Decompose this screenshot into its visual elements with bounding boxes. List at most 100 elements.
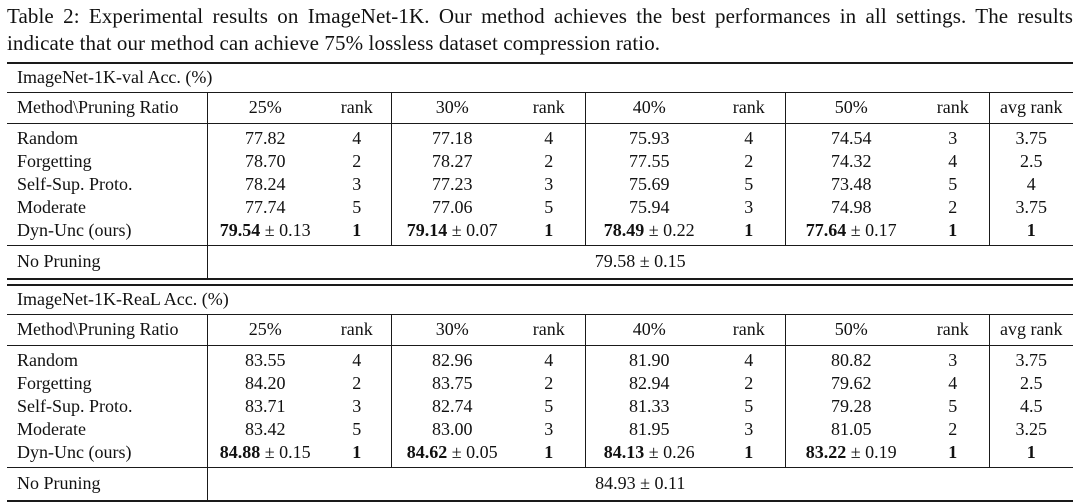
rank-cell: 1 — [352, 441, 362, 462]
accuracy-cell: 74.54 — [784, 123, 917, 150]
avg-rank-cell: 2.5 — [988, 371, 1073, 395]
rank-cell: 2 — [352, 150, 362, 171]
column-header-rank: rank — [732, 318, 765, 339]
rank-cell: 1 — [744, 219, 754, 240]
accuracy-cell: 77.18 — [390, 123, 513, 150]
accuracy-cell: 78.49 ± 0.22 — [584, 218, 713, 246]
accuracy-cell: 83.00 — [390, 417, 513, 441]
rank-cell: 5 — [544, 395, 554, 416]
accuracy-cell: 78.70 — [206, 149, 323, 173]
accuracy-cell: 81.33 — [584, 394, 713, 418]
rank-cell: 1 — [948, 219, 958, 240]
rank-cell: 4 — [744, 127, 754, 148]
accuracy-cell: 77.82 — [206, 123, 323, 150]
accuracy-cell: 84.62 ± 0.05 — [390, 440, 513, 468]
rank-cell: 5 — [744, 173, 754, 194]
method-cell: Self-Sup. Proto. — [17, 395, 133, 416]
rank-cell: 1 — [744, 441, 754, 462]
accuracy-cell: 77.23 — [390, 172, 513, 196]
accuracy-cell: 74.32 — [784, 149, 917, 173]
rank-cell: 1 — [544, 219, 554, 240]
table-row: Dyn-Unc (ours) 84.88 ± 0.15 1 84.62 ± 0.05 1… — [7, 440, 1073, 468]
avg-rank-cell: 1 — [988, 440, 1073, 468]
column-header-ratio: 25% — [206, 92, 323, 124]
column-header-avg-rank: avg rank — [988, 314, 1073, 346]
accuracy-cell: 77.55 — [584, 149, 713, 173]
rank-cell: 5 — [744, 395, 754, 416]
accuracy-cell: 83.22 ± 0.19 — [784, 440, 917, 468]
table-row: Dyn-Unc (ours) 79.54 ± 0.13 1 79.14 ± 0.07 1… — [7, 218, 1073, 246]
accuracy-cell: 81.90 — [584, 345, 713, 372]
rank-cell: 5 — [352, 418, 362, 439]
avg-rank-cell: 4 — [988, 172, 1073, 196]
accuracy-cell: 79.54 ± 0.13 — [206, 218, 323, 246]
rank-cell: 1 — [544, 441, 554, 462]
accuracy-cell: 83.71 — [206, 394, 323, 418]
header-row: Method\Pruning Ratio 25% rank 30% rank 40% ran… — [7, 92, 1073, 124]
rank-cell: 2 — [948, 196, 958, 217]
rank-cell: 3 — [948, 349, 958, 370]
column-header-ratio: 30% — [390, 314, 513, 346]
accuracy-cell: 78.27 — [390, 149, 513, 173]
avg-rank-cell: 2.5 — [988, 149, 1073, 173]
no-pruning-value: 84.93 ± 0.11 — [206, 467, 1073, 500]
accuracy-cell: 82.94 — [584, 371, 713, 395]
rank-cell: 3 — [352, 395, 362, 416]
accuracy-cell: 78.24 — [206, 172, 323, 196]
no-pruning-value: 79.58 ± 0.15 — [206, 245, 1073, 278]
rank-cell: 4 — [544, 127, 554, 148]
avg-rank-cell: 4.5 — [988, 394, 1073, 418]
rank-cell: 4 — [948, 150, 958, 171]
method-cell: Forgetting — [17, 150, 92, 171]
rank-cell: 3 — [352, 173, 362, 194]
avg-rank-cell: 3.75 — [988, 123, 1073, 150]
column-header-ratio: 40% — [584, 314, 713, 346]
table-row: Moderate 83.42 5 83.00 3 81.95 3 81.05 2 3.25 — [7, 417, 1073, 441]
accuracy-cell: 81.05 — [784, 417, 917, 441]
no-pruning-label: No Pruning — [17, 472, 101, 493]
subtable-imagenet-real: ImageNet-1K-ReaL Acc. (%) Method\Pruning… — [7, 283, 1073, 502]
avg-rank-cell: 3.75 — [988, 345, 1073, 372]
accuracy-cell: 82.74 — [390, 394, 513, 418]
rank-cell: 3 — [544, 418, 554, 439]
rank-cell: 5 — [352, 196, 362, 217]
section-title-real: ImageNet-1K-ReaL Acc. (%) — [7, 286, 1073, 315]
accuracy-cell: 77.64 ± 0.17 — [784, 218, 917, 246]
results-table-val: Method\Pruning Ratio 25% rank 30% rank 40% ran… — [7, 92, 1073, 278]
rank-cell: 5 — [948, 395, 958, 416]
header-row: Method\Pruning Ratio 25% rank 30% rank 40% ran… — [7, 314, 1073, 346]
no-pruning-label: No Pruning — [17, 250, 101, 271]
accuracy-cell: 79.62 — [784, 371, 917, 395]
column-header-rank: rank — [532, 96, 565, 117]
rank-cell: 3 — [948, 127, 958, 148]
rank-cell: 5 — [544, 196, 554, 217]
column-header-rank: rank — [936, 96, 969, 117]
accuracy-cell: 84.13 ± 0.26 — [584, 440, 713, 468]
rank-cell: 4 — [544, 349, 554, 370]
table-row: Self-Sup. Proto. 83.71 3 82.74 5 81.33 5 79.28 5… — [7, 394, 1073, 418]
subtable-imagenet-val: ImageNet-1K-val Acc. (%) Method\Pruning … — [7, 61, 1073, 280]
table-row: Random 77.82 4 77.18 4 75.93 4 74.54 3 3.75 — [7, 123, 1073, 150]
accuracy-cell: 75.94 — [584, 195, 713, 219]
accuracy-cell: 79.28 — [784, 394, 917, 418]
table-body: Random 83.55 4 82.96 4 81.90 4 80.82 3 3.75 Forget… — [7, 345, 1073, 468]
accuracy-cell: 84.88 ± 0.15 — [206, 440, 323, 468]
rank-cell: 1 — [352, 219, 362, 240]
rank-cell: 3 — [744, 196, 754, 217]
method-cell: Dyn-Unc (ours) — [17, 219, 132, 240]
table-row: Random 83.55 4 82.96 4 81.90 4 80.82 3 3.75 — [7, 345, 1073, 372]
avg-rank-cell: 3.25 — [988, 417, 1073, 441]
table-row: Forgetting 78.70 2 78.27 2 77.55 2 74.32 4 2.5 — [7, 149, 1073, 173]
rank-cell: 4 — [352, 127, 362, 148]
column-header-rank: rank — [532, 318, 565, 339]
column-header-rank: rank — [340, 318, 373, 339]
rank-cell: 3 — [544, 173, 554, 194]
no-pruning-row: No Pruning 79.58 ± 0.15 — [7, 245, 1073, 278]
accuracy-cell: 75.69 — [584, 172, 713, 196]
rank-cell: 2 — [544, 150, 554, 171]
column-header-avg-rank: avg rank — [988, 92, 1073, 124]
accuracy-cell: 83.75 — [390, 371, 513, 395]
rank-cell: 3 — [744, 418, 754, 439]
accuracy-cell: 81.95 — [584, 417, 713, 441]
no-pruning-row: No Pruning 84.93 ± 0.11 — [7, 467, 1073, 500]
